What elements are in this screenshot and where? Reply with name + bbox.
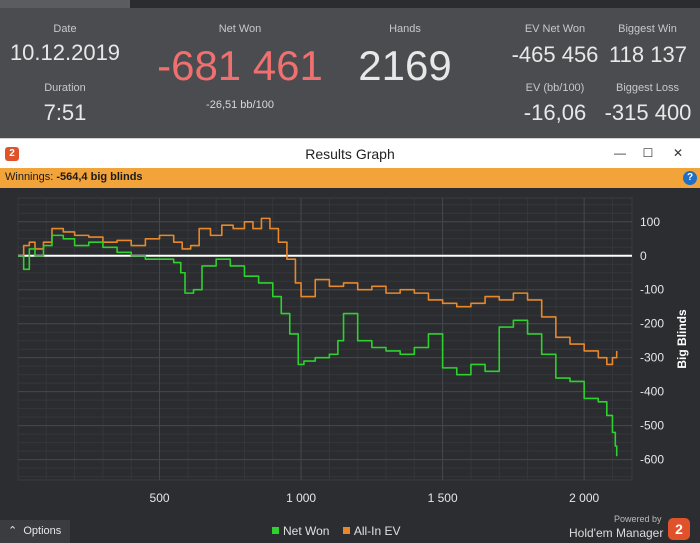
x-tick-label: 1 000 [286,491,316,505]
session-stats-panel: Date 10.12.2019 Duration 7:51 Net Won -6… [0,0,700,138]
ev-bb100-label: EV (bb/100) [525,82,585,94]
y-axis-title: Big Blinds [675,309,689,369]
powered-by: Powered by [614,514,662,524]
hands-label: Hands [389,23,421,35]
y-tick-label: -500 [640,419,664,433]
all-in-ev-series-line [18,217,618,366]
close-button[interactable]: ✕ [672,146,684,160]
brand-name: Hold'em Manager [569,526,664,540]
duration-value: 7:51 [43,100,87,125]
x-tick-label: 2 000 [569,491,599,505]
date-value: 10.12.2019 [9,40,121,65]
winnings-label-text: Winnings: [5,171,54,183]
window-title-bar[interactable]: 2 Results Graph — ☐ ✕ [0,138,700,168]
y-tick-label: -200 [640,317,664,331]
y-tick-label: 100 [640,215,660,229]
hem-app-icon: 2 [5,147,19,161]
options-label: Options [23,525,62,537]
net-won-value: -681 461 [157,42,323,89]
chart-legend: Net Won All-In EV [272,524,401,538]
biggest-win-value: 118 137 [609,42,687,67]
biggest-win-label: Biggest Win [618,23,677,35]
legend-net-won: Net Won [283,524,330,538]
options-button[interactable]: ⌃ Options [0,520,70,543]
net-won-series-line [18,234,618,457]
ev-net-won-value: -465 456 [511,42,599,67]
net-won-label: Net Won [218,23,262,35]
bottom-bar: ⌃ Options Net Won All-In EV Powered by H… [0,514,700,543]
duration-label: Duration [44,82,86,94]
y-tick-label: 0 [640,249,647,263]
results-chart: 100 0 -100 -200 -300 -400 -500 -600 500 1 000 1 50… [17,197,689,505]
plot-area [17,197,633,481]
chevron-up-icon: ⌃ [8,525,18,537]
help-icon[interactable]: ? [683,171,697,185]
top-tab[interactable] [0,0,130,8]
net-won-swatch [272,527,279,534]
legend-all-in-ev: All-In EV [353,524,401,538]
winnings-label: Winnings: -564,4 big blinds [5,171,143,183]
hands-value: 2169 [358,42,452,89]
date-label: Date [53,23,77,35]
x-tick-label: 1 500 [428,491,458,505]
top-strip [0,0,700,8]
x-tick-label: 500 [150,491,170,505]
window-title: Results Graph [305,146,395,162]
y-tick-label: -100 [640,283,664,297]
y-tick-label: -400 [640,385,664,399]
net-won-bb100: -26,51 bb/100 [206,99,274,111]
results-graph-window: 2 Results Graph — ☐ ✕ Winnings: -564,4 b… [0,138,700,543]
hem-logo-icon: 2 [668,518,690,540]
biggest-loss-value: -315 400 [604,100,692,125]
all-in-ev-swatch [342,527,350,534]
maximize-button[interactable]: ☐ [642,146,654,160]
minimize-button[interactable]: — [614,146,626,160]
y-tick-label: -300 [640,351,664,365]
ev-net-won-label: EV Net Won [524,23,586,35]
winnings-value: -564,4 big blinds [56,171,143,183]
biggest-loss-label: Biggest Loss [616,82,679,94]
winnings-bar: Winnings: -564,4 big blinds ? [0,168,700,188]
ev-bb100-value: -16,06 [523,100,587,125]
y-tick-label: -600 [640,453,664,467]
